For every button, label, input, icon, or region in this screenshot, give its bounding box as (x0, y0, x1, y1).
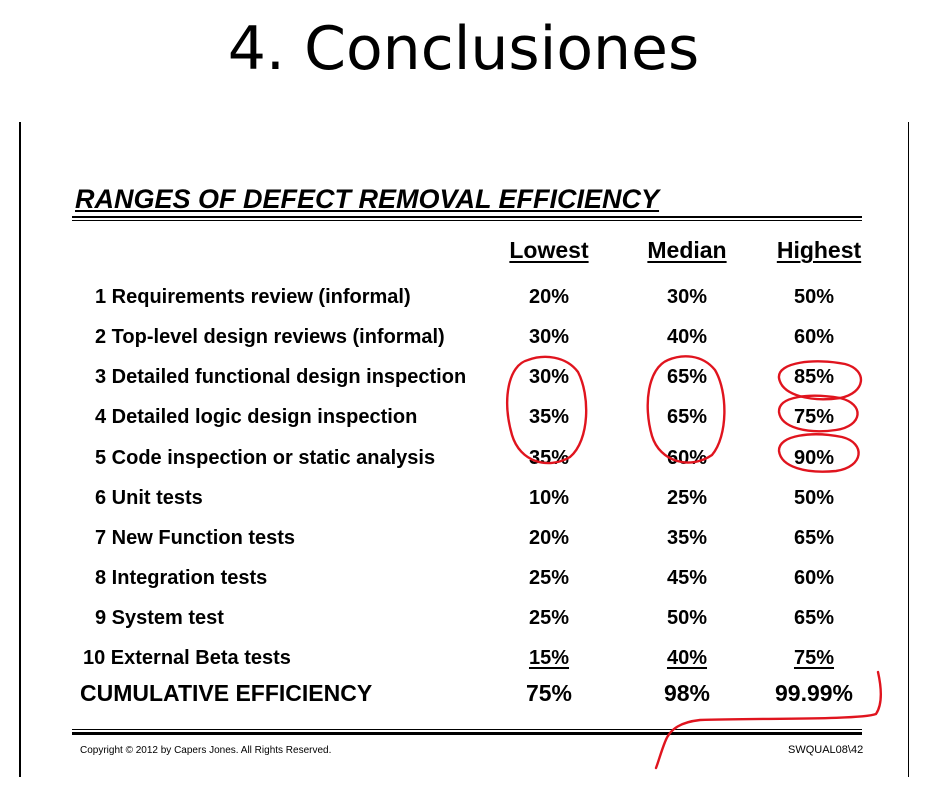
row-value-lowest: 20% (528, 527, 570, 549)
row-label: 3 Detailed functional design inspection (95, 366, 467, 388)
row-value-lowest: 35% (528, 406, 570, 428)
row-value-median: 40% (666, 647, 708, 669)
row-label: 8 Integration tests (95, 567, 268, 589)
row-label: 9 System test (95, 607, 224, 629)
table-row: 9 System test 25% 50% 65% (0, 603, 927, 635)
left-border-line (19, 122, 21, 777)
row-value-lowest: 30% (528, 366, 570, 388)
table-row: 8 Integration tests 25% 45% 60% (0, 563, 927, 595)
table-row: 5 Code inspection or static analysis 35%… (0, 443, 927, 475)
row-value-median: 40% (666, 326, 708, 348)
right-border-line (908, 122, 909, 777)
row-value-lowest: 25% (528, 567, 570, 589)
table-row: 6 Unit tests 10% 25% 50% (0, 483, 927, 515)
row-value-median: 25% (666, 487, 708, 509)
column-header-highest: Highest (776, 237, 862, 263)
slide-title: 4. Conclusiones (227, 14, 700, 84)
row-label: 4 Detailed logic design inspection (95, 406, 418, 428)
row-value-highest: 50% (793, 487, 835, 509)
row-value-lowest: 20% (528, 286, 570, 308)
row-value-highest: 65% (793, 527, 835, 549)
footer-rule-thin (72, 729, 862, 730)
cumulative-value-median: 98% (663, 680, 711, 706)
row-label: 6 Unit tests (95, 487, 203, 509)
row-label: 2 Top-level design reviews (informal) (95, 326, 445, 348)
row-value-median: 45% (666, 567, 708, 589)
row-value-median: 30% (666, 286, 708, 308)
column-header-median: Median (647, 237, 727, 263)
table-row: 10 External Beta tests 15% 40% 75% (0, 643, 927, 675)
row-value-highest: 85% (793, 366, 835, 388)
row-value-highest: 60% (793, 567, 835, 589)
table-row: 1 Requirements review (informal) 20% 30%… (0, 282, 927, 314)
footer-rule-thick (72, 732, 862, 735)
row-value-highest: 65% (793, 607, 835, 629)
row-value-lowest: 35% (528, 447, 570, 469)
table-row: 4 Detailed logic design inspection 35% 6… (0, 402, 927, 434)
table-row: 2 Top-level design reviews (informal) 30… (0, 322, 927, 354)
row-value-lowest: 15% (528, 647, 570, 669)
column-header-lowest: Lowest (509, 237, 589, 263)
row-value-median: 35% (666, 527, 708, 549)
row-value-lowest: 30% (528, 326, 570, 348)
row-value-highest: 75% (793, 406, 835, 428)
row-value-lowest: 10% (528, 487, 570, 509)
row-label: 7 New Function tests (95, 527, 296, 549)
heading-rule-thick (72, 216, 862, 218)
row-value-highest: 75% (793, 647, 835, 669)
copyright-notice: Copyright © 2012 by Capers Jones. All Ri… (80, 745, 332, 756)
row-value-median: 65% (666, 406, 708, 428)
table-row: 3 Detailed functional design inspection … (0, 362, 927, 394)
row-value-highest: 50% (793, 286, 835, 308)
row-label: 5 Code inspection or static analysis (95, 447, 436, 469)
cumulative-value-highest: 99.99% (774, 680, 853, 706)
table-row: 7 New Function tests 20% 35% 65% (0, 523, 927, 555)
row-value-lowest: 25% (528, 607, 570, 629)
cumulative-label: CUMULATIVE EFFICIENCY (80, 680, 373, 706)
row-value-median: 60% (666, 447, 708, 469)
cumulative-value-lowest: 75% (525, 680, 573, 706)
slide-code: SWQUAL08\42 (788, 744, 864, 756)
cumulative-row: CUMULATIVE EFFICIENCY 75% 98% 99.99% (0, 680, 927, 716)
row-value-median: 50% (666, 607, 708, 629)
row-value-highest: 90% (793, 447, 835, 469)
table-heading: RANGES OF DEFECT REMOVAL EFFICIENCY (75, 184, 660, 214)
row-value-highest: 60% (793, 326, 835, 348)
row-label: 1 Requirements review (informal) (95, 286, 411, 308)
heading-rule-thin (72, 220, 862, 221)
row-value-median: 65% (666, 366, 708, 388)
row-label: 10 External Beta tests (83, 647, 291, 669)
